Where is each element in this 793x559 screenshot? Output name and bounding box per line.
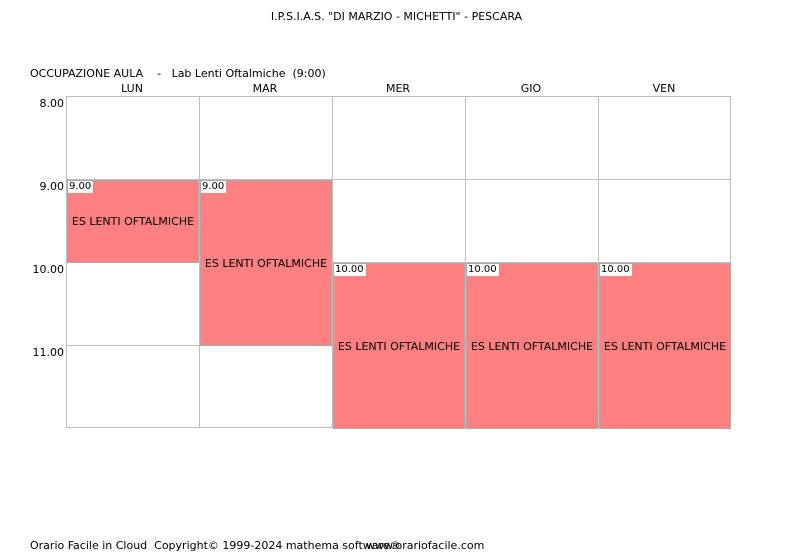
lesson-start-time: 9.00 [201,181,227,193]
hour-label-11: 11.00 [32,346,65,359]
school-title: I.P.S.I.A.S. "DI MARZIO - MICHETTI" - PE… [270,10,523,23]
lesson-label: ES LENTI OFTALMICHE [603,339,727,353]
day-header-lun: LUN [121,82,143,95]
lesson-block-gio[interactable]: 10.00 ES LENTI OFTALMICHE [466,263,598,429]
hour-label-10: 10.00 [32,263,65,276]
hour-label-9: 9.00 [39,180,65,193]
day-header-mer: MER [385,82,411,95]
day-header-ven: VEN [652,82,676,95]
lesson-block-mar[interactable]: 9.00 ES LENTI OFTALMICHE [200,180,332,346]
lesson-block-ven[interactable]: 10.00 ES LENTI OFTALMICHE [599,263,731,429]
lesson-start-time: 9.00 [68,181,94,193]
day-header-gio: GIO [520,82,542,95]
day-header-mar: MAR [252,82,278,95]
hour-label-8: 8.00 [39,97,65,110]
lesson-label: ES LENTI OFTALMICHE [204,256,328,270]
lesson-label: ES LENTI OFTALMICHE [470,339,594,353]
footer-copyright: Orario Facile in Cloud Copyright© 1999-2… [30,539,401,552]
lesson-start-time: 10.00 [600,264,632,276]
lesson-start-time: 10.00 [334,264,366,276]
grid-line [66,179,731,180]
lesson-block-lun[interactable]: 9.00 ES LENTI OFTALMICHE [67,180,199,263]
lesson-block-mer[interactable]: 10.00 ES LENTI OFTALMICHE [333,263,465,429]
lesson-label: ES LENTI OFTALMICHE [337,339,461,353]
lesson-start-time: 10.00 [467,264,499,276]
footer-website-link[interactable]: www.orariofacile.com [366,539,485,552]
room-occupancy-subtitle: OCCUPAZIONE AULA - Lab Lenti Oftalmiche … [30,67,326,80]
lesson-label: ES LENTI OFTALMICHE [71,215,195,228]
grid-line [66,262,731,263]
